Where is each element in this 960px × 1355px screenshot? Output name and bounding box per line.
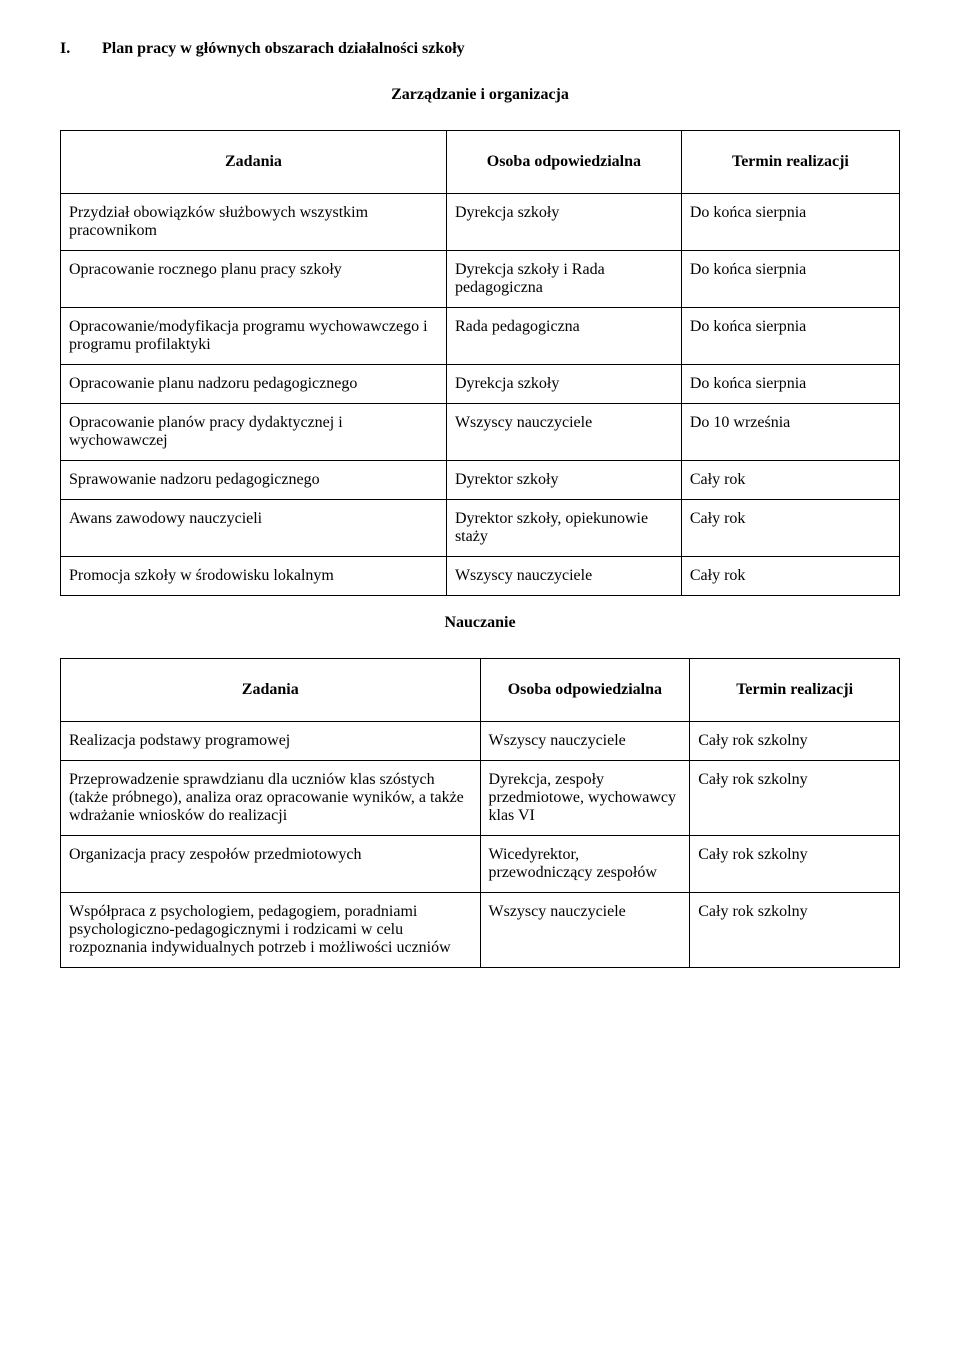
cell-resp: Dyrekcja szkoły [446,194,681,251]
table-row: Przydział obowiązków służbowych wszystki… [61,194,900,251]
cell-resp: Rada pedagogiczna [446,308,681,365]
cell-task: Realizacja podstawy programowej [61,722,481,761]
document-heading: I. Plan pracy w głównych obszarach dział… [60,40,900,58]
cell-resp: Dyrektor szkoły, opiekunowie staży [446,500,681,557]
section2-table: Zadania Osoba odpowiedzialna Termin real… [60,658,900,968]
cell-task: Opracowanie planów pracy dydaktycznej i … [61,404,447,461]
cell-task: Przeprowadzenie sprawdzianu dla uczniów … [61,761,481,836]
cell-resp: Dyrektor szkoły [446,461,681,500]
table-row: Organizacja pracy zespołów przedmiotowyc… [61,836,900,893]
cell-term: Cały rok szkolny [690,722,900,761]
header-tasks: Zadania [61,659,481,722]
header-deadline: Termin realizacji [681,131,899,194]
cell-resp: Wicedyrektor, przewodniczący zespołów [480,836,690,893]
section2-title: Nauczanie [60,614,900,632]
cell-term: Do końca sierpnia [681,251,899,308]
heading-text: Plan pracy w głównych obszarach działaln… [102,40,465,57]
header-deadline: Termin realizacji [690,659,900,722]
cell-term: Do końca sierpnia [681,194,899,251]
header-responsible: Osoba odpowiedzialna [446,131,681,194]
header-tasks: Zadania [61,131,447,194]
table-row: Awans zawodowy nauczycieli Dyrektor szko… [61,500,900,557]
table-row: Opracowanie rocznego planu pracy szkoły … [61,251,900,308]
table-row: Współpraca z psychologiem, pedagogiem, p… [61,893,900,968]
cell-task: Sprawowanie nadzoru pedagogicznego [61,461,447,500]
table-row: Realizacja podstawy programowej Wszyscy … [61,722,900,761]
table-header-row: Zadania Osoba odpowiedzialna Termin real… [61,659,900,722]
cell-task: Opracowanie rocznego planu pracy szkoły [61,251,447,308]
header-responsible: Osoba odpowiedzialna [480,659,690,722]
cell-term: Cały rok szkolny [690,893,900,968]
table-row: Opracowanie/modyfikacja programu wychowa… [61,308,900,365]
table-row: Opracowanie planu nadzoru pedagogicznego… [61,365,900,404]
table-row: Opracowanie planów pracy dydaktycznej i … [61,404,900,461]
cell-term: Do końca sierpnia [681,365,899,404]
cell-term: Cały rok [681,500,899,557]
table-header-row: Zadania Osoba odpowiedzialna Termin real… [61,131,900,194]
cell-task: Promocja szkoły w środowisku lokalnym [61,557,447,596]
cell-task: Awans zawodowy nauczycieli [61,500,447,557]
section1-title: Zarządzanie i organizacja [60,86,900,104]
cell-resp: Wszyscy nauczyciele [480,722,690,761]
cell-resp: Wszyscy nauczyciele [446,404,681,461]
cell-task: Opracowanie planu nadzoru pedagogicznego [61,365,447,404]
section1-table: Zadania Osoba odpowiedzialna Termin real… [60,130,900,596]
cell-term: Cały rok szkolny [690,761,900,836]
cell-resp: Dyrekcja szkoły i Rada pedagogiczna [446,251,681,308]
table-row: Promocja szkoły w środowisku lokalnym Ws… [61,557,900,596]
cell-task: Przydział obowiązków służbowych wszystki… [61,194,447,251]
cell-task: Współpraca z psychologiem, pedagogiem, p… [61,893,481,968]
cell-term: Cały rok [681,461,899,500]
cell-task: Organizacja pracy zespołów przedmiotowyc… [61,836,481,893]
cell-term: Do 10 września [681,404,899,461]
heading-number: I. [60,40,98,58]
cell-resp: Dyrekcja szkoły [446,365,681,404]
cell-term: Do końca sierpnia [681,308,899,365]
cell-resp: Wszyscy nauczyciele [446,557,681,596]
table-row: Sprawowanie nadzoru pedagogicznego Dyrek… [61,461,900,500]
cell-resp: Wszyscy nauczyciele [480,893,690,968]
cell-term: Cały rok [681,557,899,596]
table-row: Przeprowadzenie sprawdzianu dla uczniów … [61,761,900,836]
cell-resp: Dyrekcja, zespoły przedmiotowe, wychowaw… [480,761,690,836]
cell-task: Opracowanie/modyfikacja programu wychowa… [61,308,447,365]
cell-term: Cały rok szkolny [690,836,900,893]
